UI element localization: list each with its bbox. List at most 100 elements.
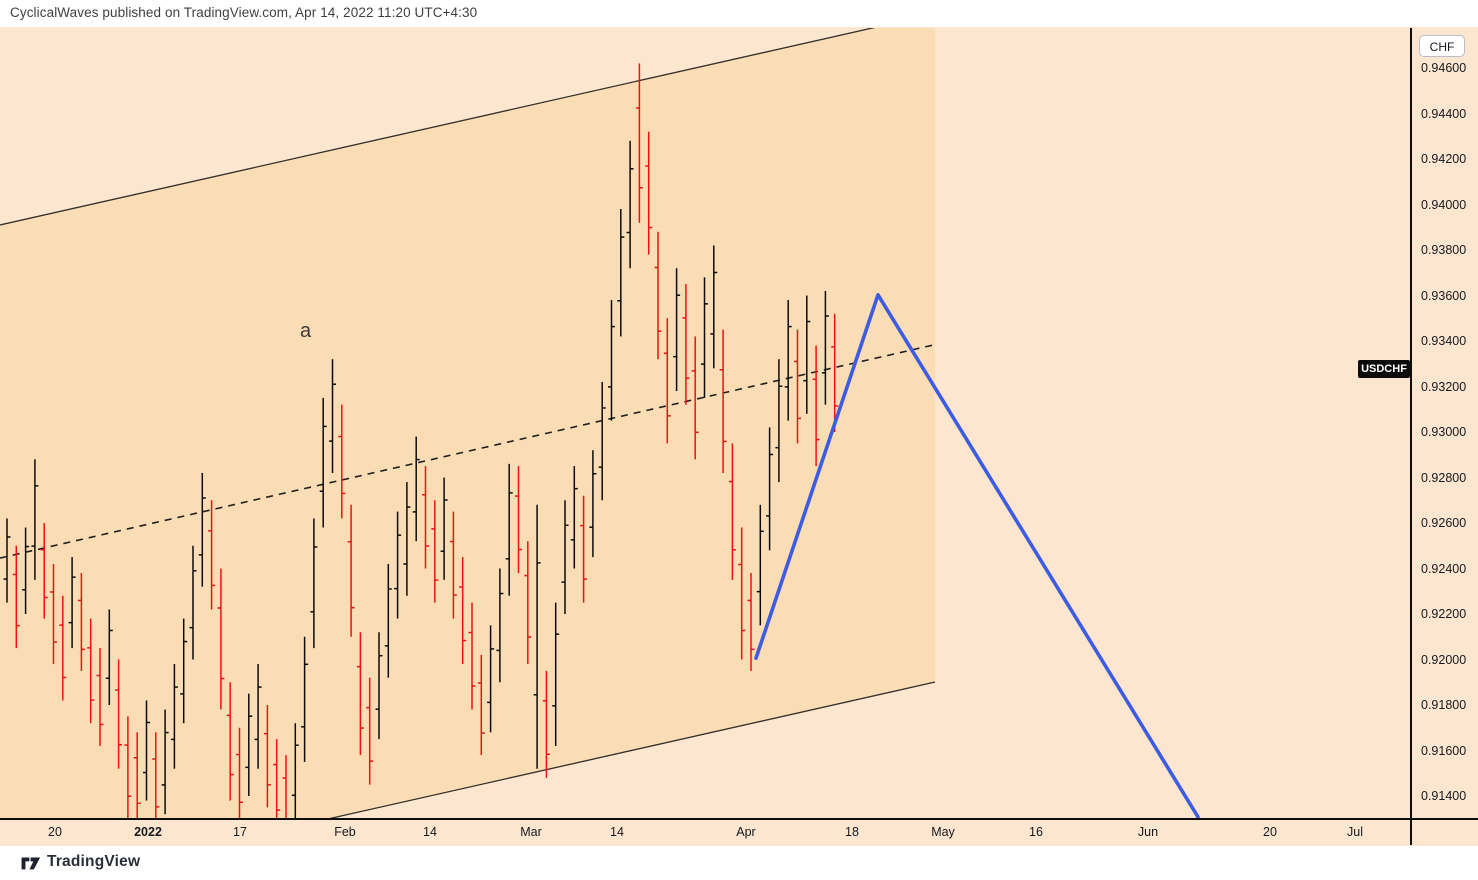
price-axis-label: 0.92000 xyxy=(1421,652,1467,667)
price-axis-label: 0.94600 xyxy=(1421,61,1467,75)
price-bar xyxy=(77,573,85,671)
price-bar xyxy=(766,427,774,551)
time-axis-label: 2022 xyxy=(134,825,162,839)
time-axis-border xyxy=(0,818,1478,820)
projection-path-drawing[interactable] xyxy=(754,293,1200,818)
price-bar xyxy=(170,664,178,769)
price-bar xyxy=(282,755,287,818)
price-bar xyxy=(310,518,318,649)
price-bar xyxy=(738,527,746,660)
price-axis-label: 0.94200 xyxy=(1421,152,1467,166)
price-bar xyxy=(301,636,309,762)
price-axis-border xyxy=(1410,28,1412,845)
price-axis-label: 0.93000 xyxy=(1421,425,1467,439)
time-axis-label: Mar xyxy=(520,825,542,839)
price-bar xyxy=(254,664,262,769)
price-bar xyxy=(12,545,20,649)
dashed-trendline-drawing[interactable] xyxy=(0,344,934,559)
price-bar xyxy=(747,573,755,671)
price-bar xyxy=(477,654,485,756)
price-bar xyxy=(542,670,550,778)
price-axis-label: 0.91800 xyxy=(1421,698,1467,712)
price-bar xyxy=(375,632,383,740)
price-bar xyxy=(394,511,402,619)
time-axis-label: 14 xyxy=(610,825,624,839)
price-bar xyxy=(570,466,578,569)
price-bar xyxy=(533,504,541,769)
price-bar xyxy=(236,727,243,818)
price-bar xyxy=(794,329,801,444)
time-axis-label: May xyxy=(931,825,955,839)
price-bar xyxy=(821,290,829,405)
price-axis-label: 0.92200 xyxy=(1421,607,1467,621)
publish-caption: CyclicalWaves published on TradingView.c… xyxy=(10,5,478,20)
price-bar xyxy=(273,739,281,818)
price-bar xyxy=(784,300,792,421)
price-axis[interactable]: CHF USDCHF 0.94600 0.94400 0.94200 0.94000 0… xyxy=(1358,28,1478,845)
price-bar xyxy=(682,284,690,405)
price-bar xyxy=(208,500,216,610)
price-bar xyxy=(663,318,671,444)
price-bar xyxy=(459,557,467,665)
price-bar xyxy=(198,472,206,587)
time-axis-label: 14 xyxy=(423,825,437,839)
wave-annotation-a[interactable]: a xyxy=(300,320,312,343)
title-bar: CyclicalWaves published on TradingView.c… xyxy=(0,0,1478,27)
price-bar xyxy=(496,568,504,683)
channel-lower-line-drawing[interactable] xyxy=(0,681,936,818)
channel-fill-drawing[interactable] xyxy=(0,28,935,818)
price-bar xyxy=(719,329,727,473)
price-bar xyxy=(831,313,839,432)
price-bar xyxy=(608,300,615,421)
price-bar xyxy=(3,518,11,603)
price-bar xyxy=(22,527,30,614)
chart-area[interactable]: a 20 2022 17 Feb 14 Mar 14 Apr 18 May 16 Jun 20 Jul C… xyxy=(0,27,1478,846)
price-chart-canvas[interactable] xyxy=(0,28,1410,818)
price-bar xyxy=(626,140,634,269)
currency-toggle-button[interactable]: CHF xyxy=(1419,35,1465,57)
price-bar xyxy=(180,618,188,724)
price-axis-label: 0.92600 xyxy=(1421,516,1467,530)
price-bar xyxy=(31,459,39,580)
price-bar xyxy=(217,568,225,710)
price-bar xyxy=(105,609,113,705)
price-bar xyxy=(263,705,271,808)
price-bar xyxy=(487,625,495,733)
channel-upper-line-drawing[interactable] xyxy=(0,28,935,226)
price-bar xyxy=(580,495,588,603)
tradingview-logo-icon[interactable] xyxy=(21,854,41,874)
price-bar xyxy=(422,466,429,569)
price-bar xyxy=(161,709,169,815)
price-bar xyxy=(115,659,123,769)
price-bar xyxy=(347,504,355,637)
price-bar xyxy=(412,436,420,542)
price-axis-label: 0.94000 xyxy=(1421,197,1467,212)
price-bar xyxy=(710,245,718,369)
price-bar xyxy=(68,557,76,649)
price-bar xyxy=(449,511,457,619)
price-bar xyxy=(635,63,643,223)
price-bar xyxy=(124,716,132,818)
price-bar xyxy=(403,482,411,596)
price-bar xyxy=(812,345,820,467)
time-axis-label: Feb xyxy=(334,825,356,839)
price-bar xyxy=(468,602,476,710)
time-axis-label: 20 xyxy=(1263,825,1277,839)
price-bar xyxy=(40,523,48,619)
price-axis-label: 0.93600 xyxy=(1421,288,1467,303)
last-price-symbol-tag: USDCHF xyxy=(1358,359,1410,378)
price-bar xyxy=(356,632,364,756)
price-bar xyxy=(775,359,783,483)
time-axis[interactable]: 20 2022 17 Feb 14 Mar 14 Apr 18 May 16 Jun 20 Jul xyxy=(0,820,1410,846)
price-bar xyxy=(645,131,653,255)
price-axis-label: 0.93400 xyxy=(1421,334,1467,348)
price-bar xyxy=(319,397,327,528)
price-bar xyxy=(673,268,681,392)
time-axis-label: 17 xyxy=(233,825,247,839)
tradingview-wordmark[interactable]: TradingView xyxy=(47,853,141,870)
price-bar xyxy=(291,723,299,818)
price-bar xyxy=(589,450,597,558)
price-axis-label: 0.94400 xyxy=(1421,106,1467,121)
price-axis-label: 0.92400 xyxy=(1421,561,1467,576)
time-axis-label: Jul xyxy=(1347,825,1363,839)
